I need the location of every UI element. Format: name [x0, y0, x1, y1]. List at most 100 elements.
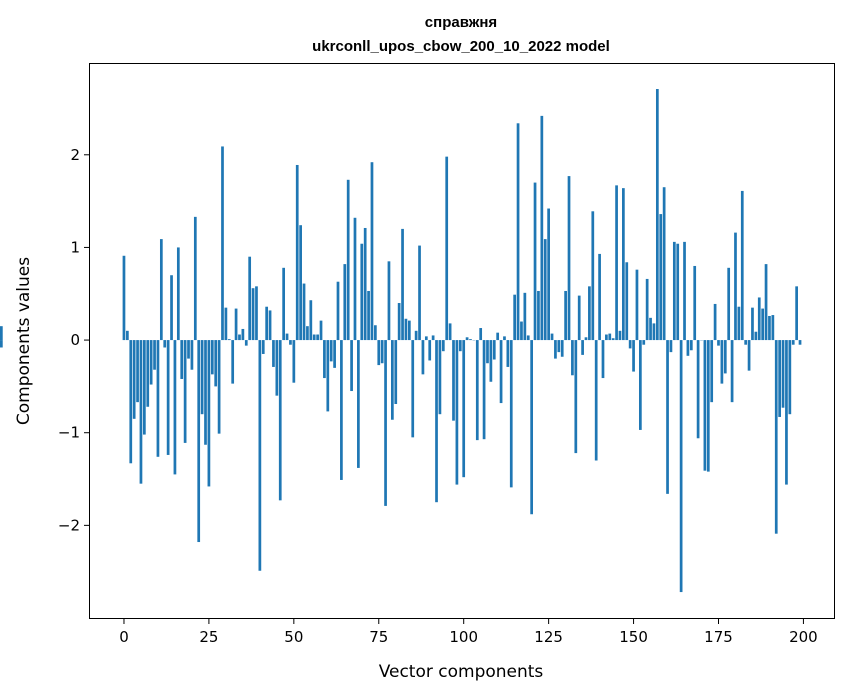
bar-109 — [492, 340, 496, 360]
bar-41 — [261, 340, 265, 354]
bar-9 — [153, 340, 156, 370]
bar-6 — [142, 340, 146, 435]
bar-172 — [706, 340, 710, 472]
bar-114 — [509, 340, 513, 488]
bar-37 — [248, 256, 252, 341]
bar-25 — [207, 340, 211, 487]
bar-24 — [204, 340, 207, 445]
bar-159 — [662, 187, 666, 341]
bar-21 — [193, 216, 197, 341]
bar-67 — [350, 340, 353, 392]
bar-129 — [560, 340, 564, 357]
bar-13 — [166, 340, 170, 455]
bar-130 — [564, 290, 567, 341]
bar-145 — [615, 185, 618, 341]
bar-105 — [479, 328, 483, 341]
bar-168 — [693, 265, 697, 341]
bar-90 — [428, 340, 432, 361]
bar-146 — [618, 330, 622, 341]
bar-26 — [210, 340, 214, 375]
bar-199 — [798, 340, 802, 345]
bar-127 — [554, 340, 557, 359]
bar-152 — [638, 340, 642, 430]
bar-45 — [275, 340, 279, 396]
bar-107 — [486, 340, 489, 364]
bar-108 — [489, 340, 493, 382]
bar-undefined — [0, 340, 3, 348]
bar-97 — [452, 340, 455, 421]
bar-55 — [309, 300, 313, 341]
bar-69 — [357, 340, 360, 468]
bar-112 — [503, 336, 506, 341]
bar-158 — [659, 214, 663, 341]
bar-195 — [785, 340, 788, 485]
bar-189 — [764, 264, 768, 341]
bar-182 — [740, 190, 744, 341]
bar-163 — [676, 243, 680, 341]
bar-198 — [795, 286, 798, 341]
bar-177 — [723, 340, 727, 374]
bar-36 — [244, 340, 248, 346]
bar-135 — [581, 340, 584, 355]
bar-53 — [302, 283, 306, 341]
bar-33 — [234, 308, 238, 341]
bar-128 — [557, 340, 561, 353]
x-tick-label: 50 — [284, 628, 303, 646]
bar-162 — [672, 241, 676, 341]
bar-59 — [323, 340, 326, 379]
bar-83 — [404, 318, 408, 341]
bar-42 — [265, 306, 269, 341]
bar-84 — [407, 320, 411, 341]
bar-89 — [424, 336, 428, 341]
bar-132 — [571, 340, 574, 376]
bar-29 — [221, 146, 224, 341]
bar-undefined — [0, 326, 3, 341]
bar-54 — [306, 326, 309, 341]
bar-87 — [418, 245, 421, 341]
bar-157 — [655, 89, 659, 341]
bar-117 — [520, 321, 523, 341]
bars-group — [0, 89, 802, 593]
bar-153 — [642, 340, 646, 345]
bar-169 — [696, 340, 700, 439]
bar-86 — [414, 330, 418, 341]
bar-58 — [319, 320, 323, 341]
bar-180 — [734, 232, 737, 341]
bar-39 — [255, 286, 258, 341]
bar-50 — [292, 340, 296, 383]
bar-14 — [170, 275, 173, 341]
bar-106 — [482, 340, 486, 440]
bar-101 — [465, 337, 469, 341]
bar-110 — [496, 332, 500, 341]
bar-28 — [217, 340, 221, 434]
x-tick-label: 150 — [619, 628, 648, 646]
bar-22 — [197, 340, 201, 543]
bar-190 — [768, 315, 771, 341]
y-tick-label: 2 — [70, 146, 80, 164]
bar-70 — [360, 243, 364, 341]
bar-139 — [594, 340, 598, 461]
bar-7 — [146, 340, 150, 407]
bar-99 — [458, 340, 462, 352]
bar-1 — [126, 330, 129, 341]
bar-10 — [156, 340, 160, 457]
bar-80 — [394, 340, 398, 404]
bar-156 — [652, 323, 656, 341]
bar-78 — [387, 261, 391, 341]
bar-94 — [441, 340, 445, 352]
bar-131 — [567, 176, 571, 341]
bar-71 — [363, 227, 367, 341]
bar-119 — [526, 335, 530, 341]
plot-frame — [89, 63, 835, 619]
bar-184 — [747, 340, 751, 371]
bar-175 — [717, 340, 720, 346]
bar-27 — [214, 340, 218, 387]
bar-47 — [282, 267, 286, 341]
bar-138 — [591, 211, 595, 341]
bar-4 — [136, 340, 139, 403]
bar-64 — [340, 340, 343, 480]
y-tick-label: 1 — [70, 238, 80, 256]
bar-93 — [438, 340, 442, 415]
x-axis-label: Vector components — [379, 662, 544, 682]
bar-155 — [649, 317, 652, 341]
